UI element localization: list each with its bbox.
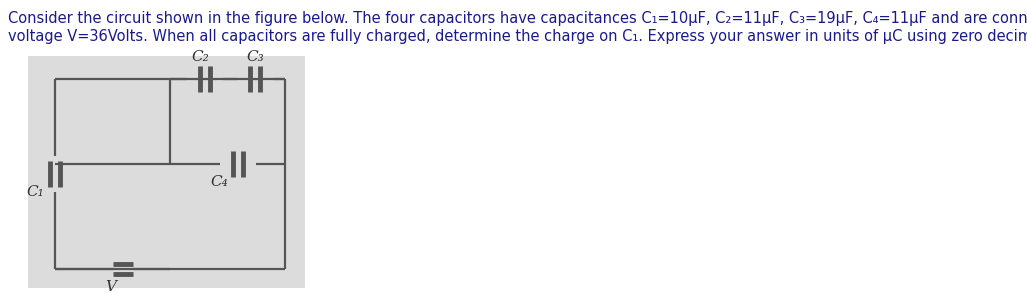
- Text: C₂: C₂: [191, 50, 208, 64]
- Text: C₁: C₁: [26, 185, 44, 199]
- Text: V: V: [105, 280, 116, 294]
- Text: C₃: C₃: [246, 50, 264, 64]
- Text: Consider the circuit shown in the figure below. The four capacitors have capacit: Consider the circuit shown in the figure…: [8, 11, 1027, 26]
- Bar: [28, 56, 305, 288]
- Text: voltage V=36Volts. When all capacitors are fully charged, determine the charge o: voltage V=36Volts. When all capacitors a…: [8, 29, 1027, 44]
- Text: C₄: C₄: [211, 175, 228, 189]
